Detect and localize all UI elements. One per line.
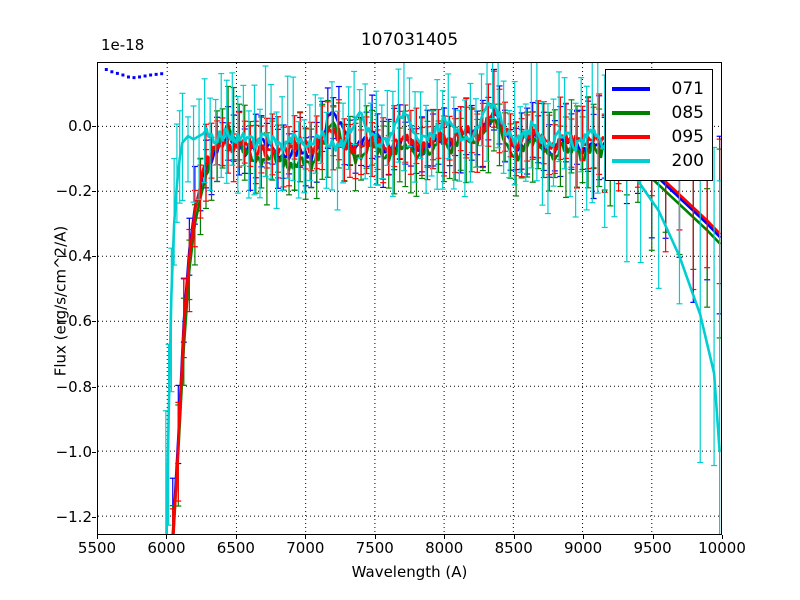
y-axis-ticks: 0.0 −0.2 −0.4 −0.6 −0.8 −1.0 −1.2 [0, 62, 96, 535]
y-tick-label: −0.6 [55, 312, 92, 331]
legend-item-071[interactable]: 071 [612, 77, 706, 101]
x-tick-label: 8000 [425, 539, 464, 557]
x-tick-mark [374, 535, 376, 539]
x-tick-label: 6500 [216, 539, 255, 557]
y-tick-mark [92, 125, 96, 127]
x-tick-label: 7000 [286, 539, 325, 557]
legend-label: 095 [671, 127, 704, 147]
legend-label: 071 [671, 79, 704, 99]
x-tick-mark [652, 535, 654, 539]
legend-item-200[interactable]: 200 [612, 149, 706, 173]
legend-color-swatch [612, 87, 650, 91]
y-tick-label: 0.0 [68, 116, 92, 135]
legend-color-swatch [612, 111, 650, 115]
y-tick-label: −1.2 [55, 508, 92, 527]
clipped-marker-trail [104, 68, 164, 80]
y-axis-offset-exponent: 1e-18 [101, 36, 145, 54]
chart-title: 107031405 [360, 30, 459, 50]
legend-label: 200 [671, 151, 704, 171]
y-tick-mark [92, 321, 96, 323]
x-tick-mark [722, 535, 723, 539]
legend-item-085[interactable]: 085 [612, 101, 706, 125]
x-tick-label: 7500 [355, 539, 394, 557]
x-tick-label: 6000 [147, 539, 186, 557]
legend-label: 085 [671, 103, 704, 123]
y-tick-label: −1.0 [55, 442, 92, 461]
x-axis-label: Wavelength (A) [351, 563, 468, 581]
y-tick-mark [92, 190, 96, 192]
x-tick-mark [235, 535, 237, 539]
x-tick-label: 5500 [77, 539, 117, 557]
legend-item-095[interactable]: 095 [612, 125, 706, 149]
y-tick-mark [92, 256, 96, 258]
x-tick-label: 8500 [494, 539, 533, 557]
y-tick-label: −0.4 [55, 247, 92, 266]
legend-color-swatch [612, 135, 650, 139]
x-tick-label: 9500 [633, 539, 672, 557]
y-tick-label: −0.2 [55, 181, 92, 200]
x-tick-mark [444, 535, 446, 539]
y-tick-mark [92, 451, 96, 453]
legend: 071 085 095 200 [605, 69, 713, 181]
y-axis-label: Flux (erg/s/cm^2/A) [51, 225, 70, 377]
x-tick-label: 9000 [564, 539, 603, 557]
x-tick-mark [166, 535, 168, 539]
y-tick-label: −0.8 [55, 377, 92, 396]
x-tick-label: 10000 [698, 539, 746, 557]
x-tick-mark [583, 535, 585, 539]
x-tick-mark [97, 535, 98, 539]
x-tick-mark [305, 535, 307, 539]
x-axis-ticks [97, 535, 723, 575]
y-tick-mark [92, 517, 96, 519]
legend-color-swatch [612, 159, 650, 163]
y-tick-mark [92, 386, 96, 388]
x-tick-mark [513, 535, 515, 539]
